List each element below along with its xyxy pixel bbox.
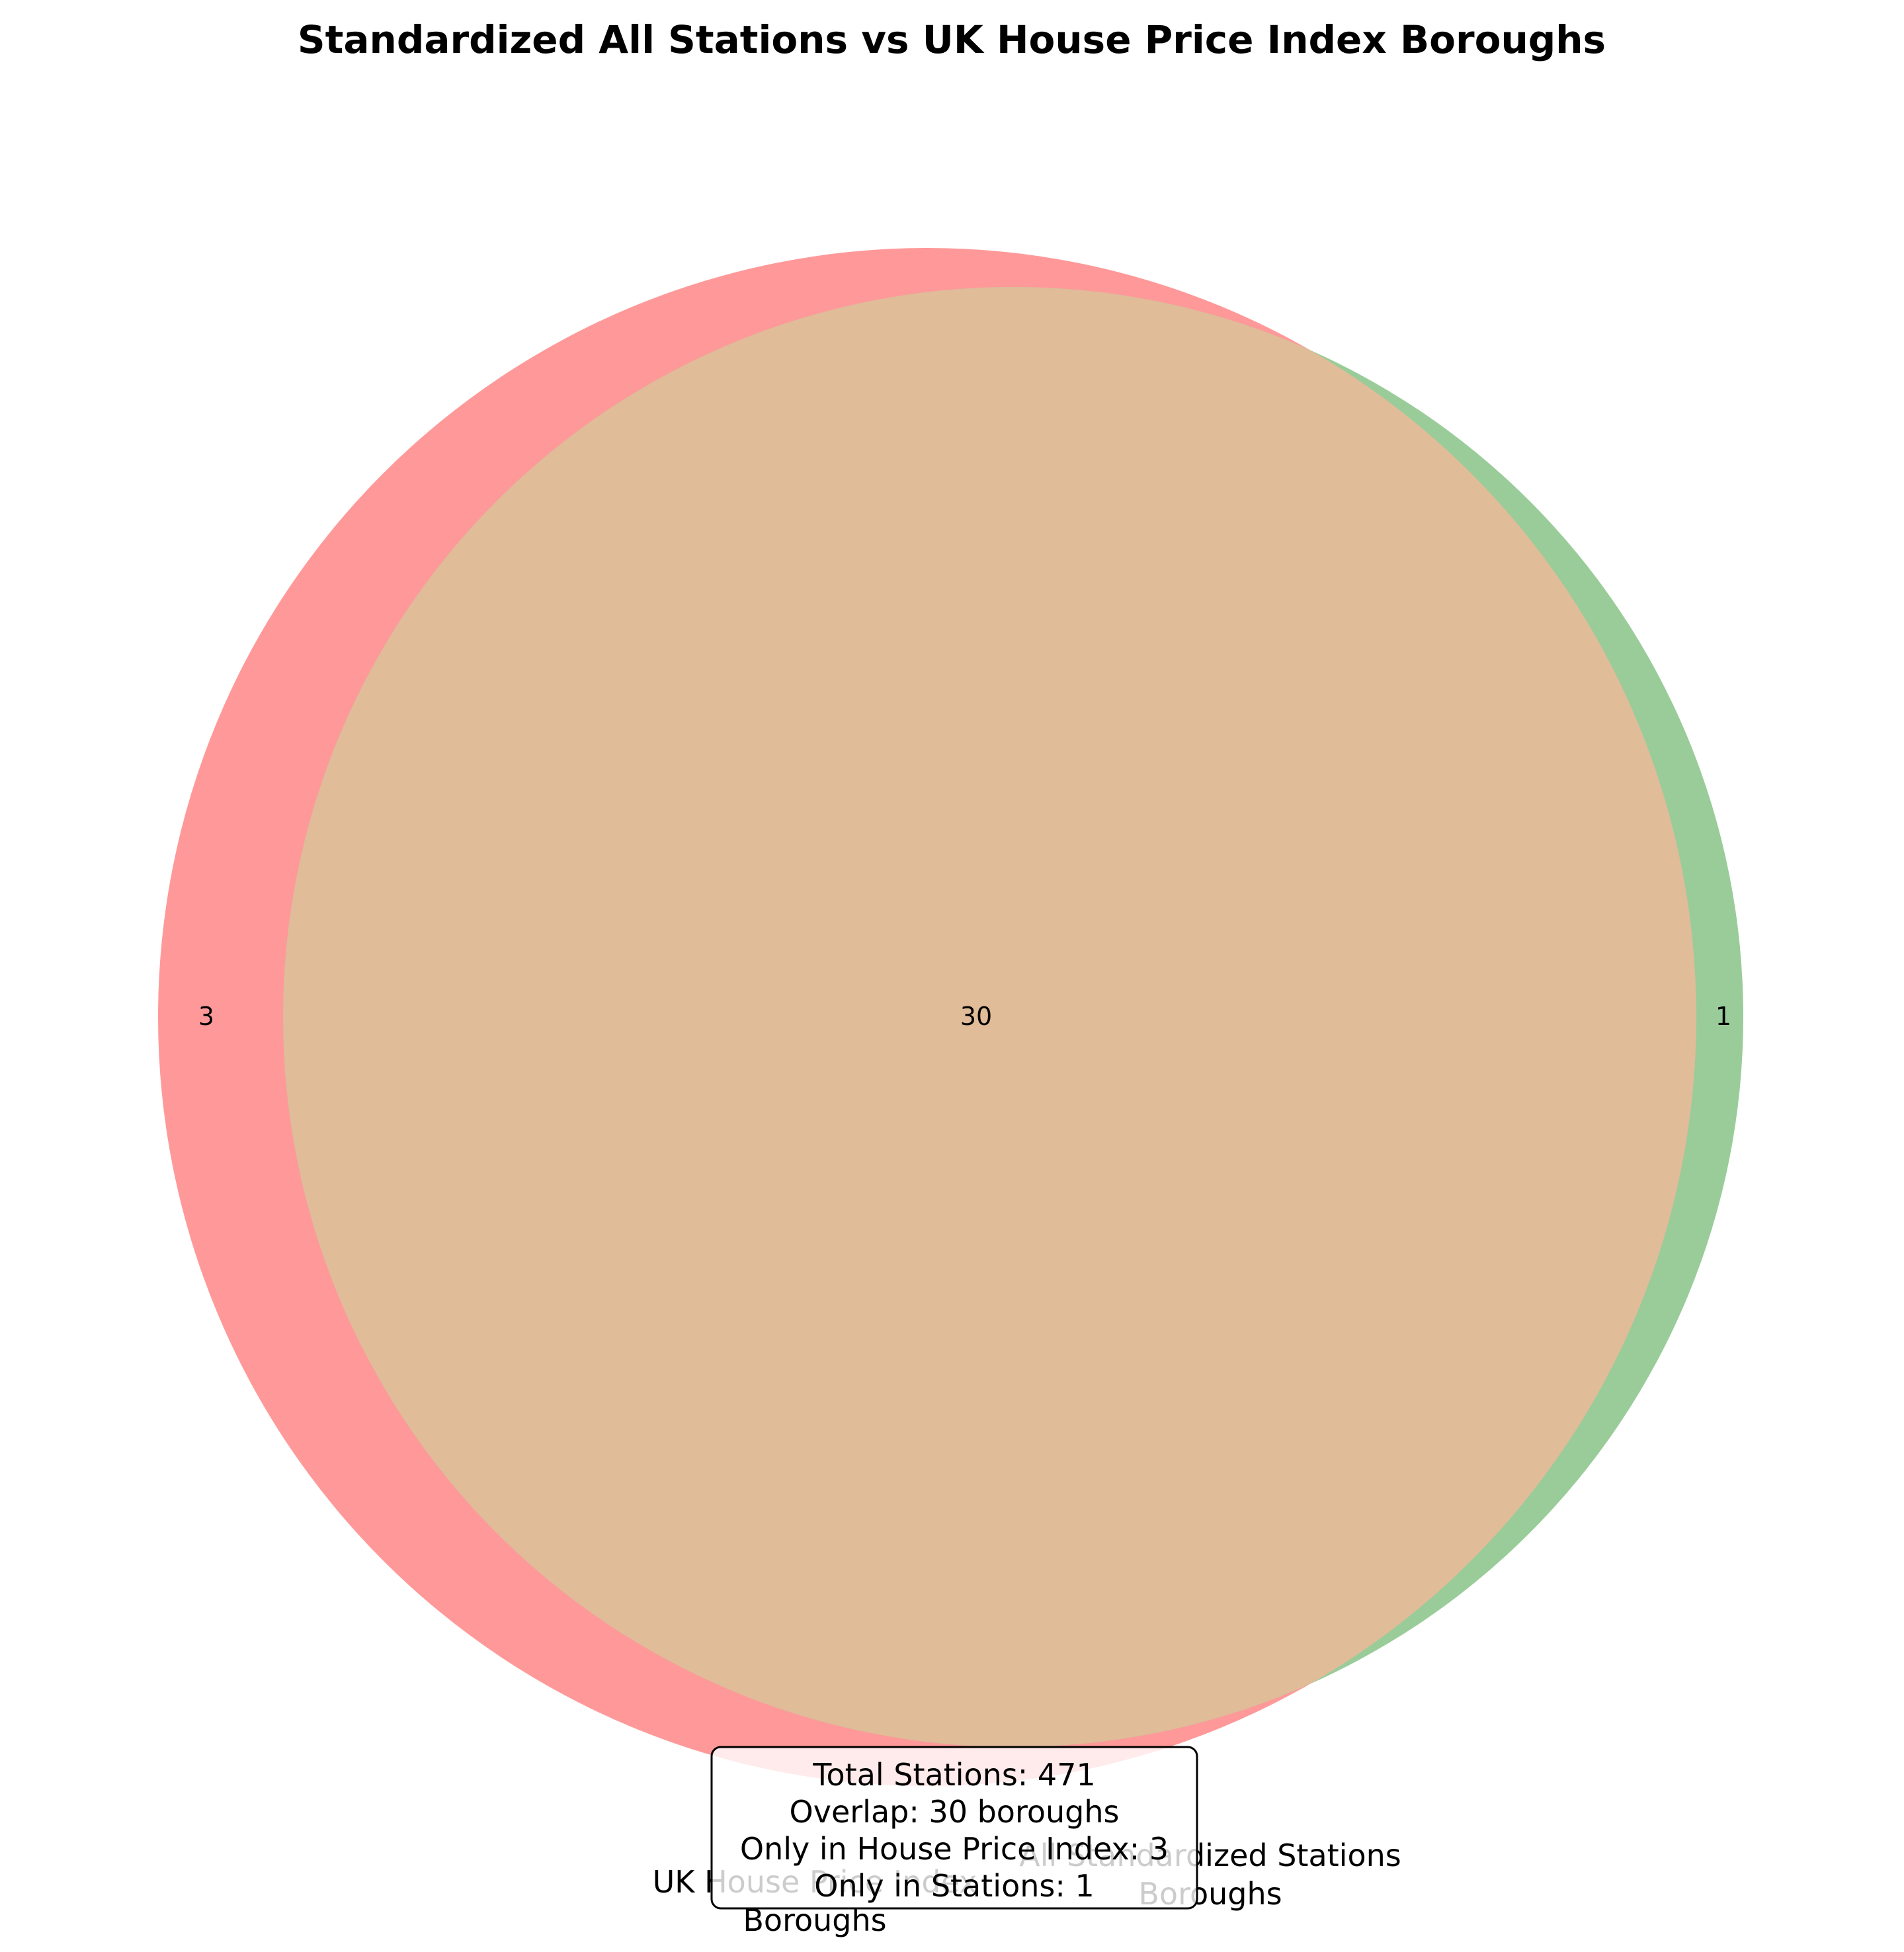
summary-overlap: Overlap: 30 boroughs	[790, 1794, 1120, 1830]
set-b-only-count: 1	[1716, 1002, 1731, 1031]
overlap-count: 30	[960, 1002, 992, 1031]
summary-box: Total Stations: 471 Overlap: 30 boroughs…	[710, 1746, 1198, 1910]
set-a-only-count: 3	[198, 1002, 214, 1031]
diagram-title: Standardized All Stations vs UK House Pr…	[298, 17, 1606, 62]
summary-only-house-price: Only in House Price Index: 3	[740, 1831, 1169, 1867]
overlap-region	[283, 287, 1696, 1747]
summary-box-frame	[710, 1746, 1198, 1910]
summary-total-stations: Total Stations: 471	[812, 1757, 1095, 1793]
summary-only-stations: Only in Stations: 1	[814, 1868, 1094, 1904]
